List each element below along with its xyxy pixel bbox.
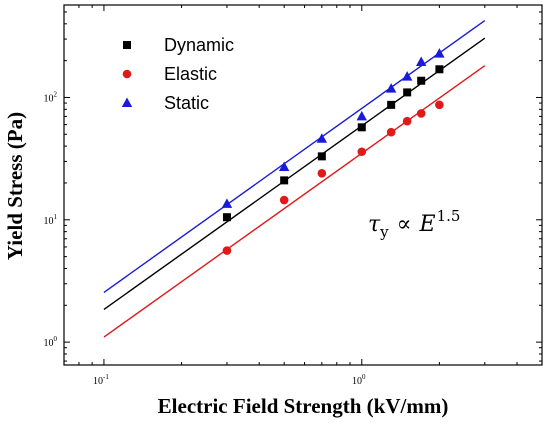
data-point-elastic [435,100,444,110]
x-tick-label: 10-1 [93,373,109,387]
data-point-static [221,198,233,208]
data-point-elastic [386,127,396,137]
data-point-dynamic [435,65,444,74]
data-point-static [316,133,328,143]
fit-lines [103,20,486,338]
plot-frame [63,4,543,366]
tick-marks [63,5,543,365]
fit-line-dynamic [103,37,486,311]
x-tick-label: 100 [352,373,366,387]
data-point-elastic [416,109,426,118]
x-axis-title: Electric Field Strength (kV/mm) [158,394,449,418]
data-point-elastic [402,116,412,126]
data-point-dynamic [357,123,366,132]
y-tick-label: 101 [44,213,58,227]
data-point-dynamic [317,152,326,161]
legend-marker-elastic [122,69,132,79]
data-point-static [415,56,427,66]
data-point-static [385,83,397,93]
legend-label-elastic: Elastic [164,64,217,84]
data-point-dynamic [387,100,396,109]
data-point-elastic [279,195,289,205]
data-point-static [356,110,367,121]
legend-label-static: Static [164,93,209,113]
data-point-elastic [357,147,367,157]
legend-marker-dynamic [123,41,131,49]
data-point-dynamic [280,176,289,185]
data-points [221,48,445,255]
fit-line-elastic [103,65,486,338]
y-tick-label: 102 [44,90,58,104]
data-point-elastic [317,168,327,178]
data-point-static [278,161,290,172]
data-point-static [401,71,413,81]
y-tick-label: 100 [44,335,58,349]
legend: Dynamic Elastic Static [121,35,234,113]
legend-label-dynamic: Dynamic [164,35,234,55]
legend-marker-static [121,97,133,107]
power-law-annotation: τy ∝ E1.5 [368,207,460,241]
y-axis-title: Yield Stress (Pa) [3,112,27,260]
fit-line-static [103,20,486,293]
tick-labels: 10-1 100 100 101 102 [44,90,367,387]
data-point-dynamic [403,88,412,97]
data-point-elastic [222,246,232,255]
data-point-static [434,48,445,58]
data-point-dynamic [222,213,231,222]
data-point-dynamic [417,76,426,85]
